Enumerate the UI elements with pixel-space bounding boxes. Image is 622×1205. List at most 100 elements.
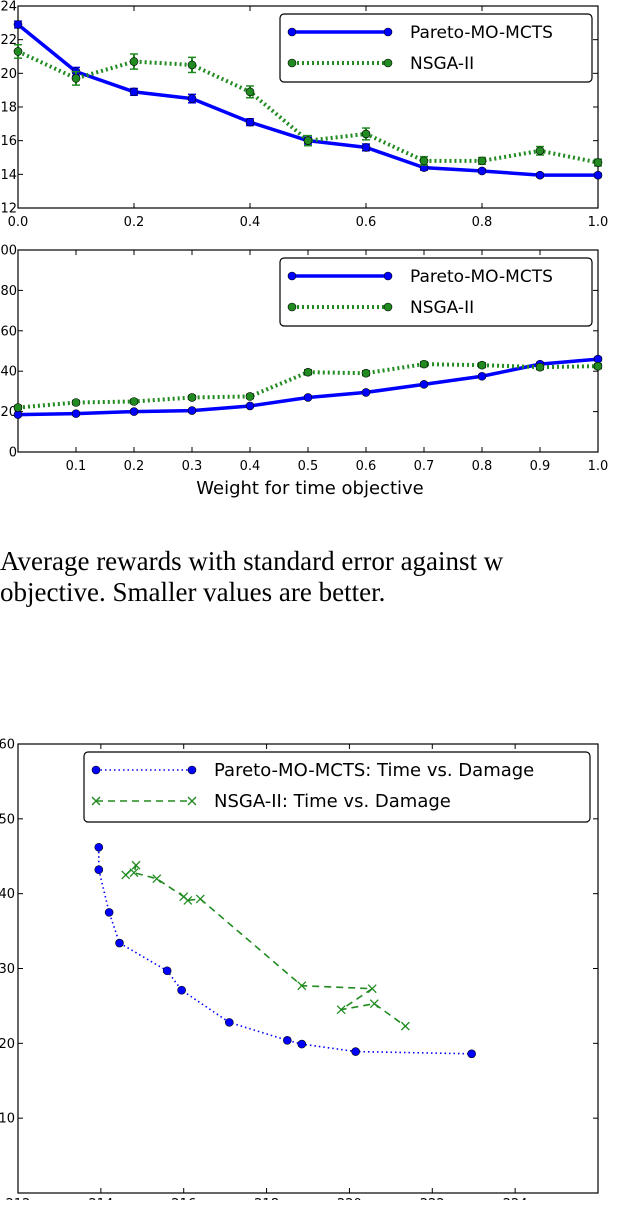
series-2	[13, 43, 603, 167]
y-tick-label: 20	[0, 1037, 15, 1052]
data-point	[303, 393, 313, 402]
data-point	[477, 156, 487, 166]
caption-line-2: objective. Smaller values are better.	[0, 577, 386, 607]
legend-key-marker	[287, 271, 297, 281]
data-point	[303, 367, 313, 377]
caption-line-1: Average rewards with standard error agai…	[0, 546, 504, 576]
data-point	[361, 388, 371, 397]
x-tick-label: 1.0	[588, 215, 609, 230]
data-point	[71, 74, 81, 83]
x-tick-label: 0.2	[124, 215, 145, 230]
data-point	[477, 360, 487, 370]
data-point	[187, 60, 197, 70]
data-point	[195, 894, 205, 904]
chart-3: 212214216218220222224102030405060Pareto-…	[0, 738, 599, 1205]
series-line	[17, 357, 599, 417]
legend-label: Pareto-MO-MCTS	[410, 23, 553, 43]
data-point	[245, 87, 255, 97]
x-tick-label: 0.0	[8, 215, 29, 230]
y-tick-label: 12	[0, 202, 17, 217]
data-point	[115, 938, 124, 948]
legend-label: NSGA-II	[410, 54, 474, 74]
data-point	[121, 870, 131, 880]
data-point	[367, 984, 377, 994]
series-2	[121, 860, 410, 1031]
data-point	[361, 129, 371, 139]
data-point	[369, 999, 379, 1009]
x-tick-label: 0.7	[414, 459, 435, 474]
data-point	[183, 895, 193, 905]
y-tick-label: 16	[0, 134, 17, 149]
legend-label: Pareto-MO-MCTS	[410, 267, 553, 287]
y-tick-label: 24	[0, 0, 17, 15]
y-tick-label: 40	[0, 365, 17, 380]
data-point	[224, 1018, 234, 1027]
data-point	[162, 966, 172, 976]
data-point	[477, 371, 487, 381]
x-tick-label: 0.9	[530, 459, 551, 474]
x-tick-label: 0.1	[66, 459, 87, 474]
y-tick-label: 18	[0, 101, 17, 116]
data-point	[187, 94, 197, 103]
legend-key-marker	[383, 27, 393, 37]
x-tick-label: 0.5	[298, 459, 319, 474]
chart-2: 0.1 0.2 0.3 0.4 0.5 0.6 0.7 0.8 0.9 1.0 0 20 40 60 80 1…	[0, 244, 608, 500]
data-point	[187, 393, 197, 402]
x-tick-label: 0.8	[472, 459, 493, 474]
y-tick-label: 30	[0, 962, 15, 977]
data-point	[297, 981, 307, 991]
y-tick-label: 14	[0, 168, 17, 183]
data-point	[282, 1036, 292, 1045]
data-point	[361, 368, 371, 378]
legend-key-marker	[287, 58, 297, 68]
y-tick-label: 60	[0, 324, 17, 339]
data-point	[94, 842, 104, 852]
plot-area	[13, 354, 603, 419]
data-point	[177, 985, 186, 995]
data-point	[535, 170, 545, 180]
legend-key-marker	[187, 765, 197, 775]
y-tick-label: 10	[0, 1112, 15, 1127]
data-point	[336, 1005, 346, 1015]
data-point	[535, 362, 545, 372]
data-point	[419, 380, 429, 389]
data-point	[129, 868, 139, 878]
series-1	[13, 354, 603, 419]
legend-key-marker	[383, 302, 393, 312]
legend-key-marker	[91, 765, 101, 775]
data-point	[400, 1021, 410, 1031]
data-point	[129, 57, 139, 66]
legend: Pareto-MO-MCTS: Time vs. Damage NSGA-II: …	[83, 751, 591, 823]
chart-1: 0.0 0.2 0.4 0.6 0.8 1.0 12 14 16 18 20 22 24 Pareto-M…	[0, 0, 608, 230]
x-tick-label: 0.3	[182, 459, 203, 474]
legend: Pareto-MO-MCTS NSGA-II	[279, 257, 593, 327]
data-point	[94, 865, 104, 875]
y-tick-label: 22	[0, 33, 17, 48]
data-point	[129, 87, 139, 97]
y-tick-label: 20	[0, 67, 17, 82]
x-tick-label: 0.4	[240, 459, 261, 474]
x-tick-label: 0.8	[472, 215, 493, 230]
legend-key-marker	[91, 796, 101, 806]
x-tick-label: 0.6	[356, 215, 377, 230]
data-point	[131, 860, 141, 870]
data-point	[419, 359, 429, 369]
legend-key-marker	[383, 271, 393, 281]
y-tick-label: 60	[0, 738, 15, 753]
series-1	[94, 842, 476, 1059]
legend-key-marker	[287, 27, 297, 37]
data-point	[129, 397, 139, 406]
series-2	[13, 359, 603, 412]
y-tick-label: 100	[0, 244, 17, 259]
data-point	[71, 398, 81, 407]
data-point	[71, 409, 81, 418]
data-point	[13, 403, 23, 412]
x-axis-label: Weight for time objective	[196, 478, 424, 499]
plot-area	[13, 20, 603, 180]
data-point	[593, 170, 603, 180]
data-point	[351, 1047, 360, 1056]
y-tick-label: 40	[0, 887, 15, 902]
data-point	[477, 166, 487, 176]
y-tick-label: 80	[0, 284, 17, 299]
